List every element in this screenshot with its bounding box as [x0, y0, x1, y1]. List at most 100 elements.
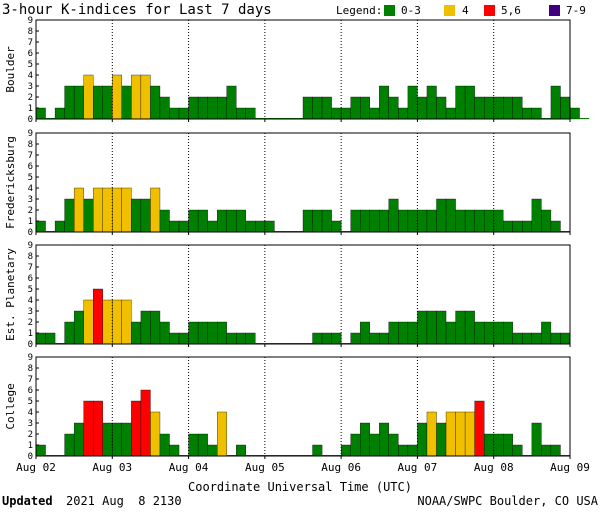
bar	[360, 96, 370, 120]
y-tick-label: 0	[28, 340, 33, 350]
bar	[131, 321, 142, 345]
legend-swatch-5-6	[484, 5, 495, 16]
bar	[407, 209, 418, 233]
chart-title: 3-hour K-indices for Last 7 days	[2, 2, 272, 18]
x-tick-label: Aug 06	[321, 461, 361, 474]
bar	[150, 310, 161, 345]
bar	[484, 209, 494, 233]
bar	[236, 332, 246, 345]
bar	[560, 332, 571, 345]
bar	[188, 96, 199, 120]
bar	[388, 433, 399, 457]
bar	[331, 107, 342, 120]
bar	[159, 433, 170, 457]
bar	[493, 433, 504, 457]
y-tick-label: 7	[28, 38, 33, 48]
y-tick-label: 1	[28, 441, 33, 451]
bar	[360, 321, 370, 345]
bar	[445, 321, 456, 345]
panel-label-college: College	[4, 383, 17, 429]
y-tick-label: 8	[28, 252, 33, 262]
x-tick-label: Aug 03	[92, 461, 132, 474]
bar	[464, 85, 475, 120]
bar	[217, 411, 227, 457]
bar	[445, 107, 456, 120]
bar	[169, 332, 180, 345]
bar	[493, 209, 504, 233]
bar	[207, 321, 218, 345]
bar	[474, 321, 485, 345]
legend-swatch-0-3	[384, 5, 395, 16]
bar	[150, 411, 161, 457]
bar	[531, 198, 542, 233]
bar	[398, 321, 409, 345]
bar	[350, 332, 361, 345]
bar	[360, 422, 370, 457]
bar	[426, 310, 437, 345]
y-tick-label: 9	[28, 16, 33, 26]
bar	[236, 107, 246, 120]
bar	[512, 220, 523, 233]
bar	[579, 118, 590, 119]
bar	[245, 107, 256, 120]
bar	[236, 444, 246, 457]
bar	[512, 96, 523, 120]
bar	[112, 299, 123, 345]
bar	[464, 310, 475, 345]
bar	[73, 310, 84, 345]
bar	[445, 198, 456, 233]
bar	[197, 321, 208, 345]
bar	[121, 422, 132, 457]
panel-label-boulder: Boulder	[4, 46, 17, 93]
bar	[340, 107, 351, 120]
bar	[245, 220, 256, 233]
bar	[522, 107, 533, 120]
bar	[102, 422, 113, 457]
bar	[64, 321, 75, 345]
panel-frame	[35, 132, 571, 233]
x-tick-label: Aug 02	[16, 461, 56, 474]
bar	[379, 85, 390, 120]
panel-frame	[35, 356, 571, 457]
y-tick-label: 5	[28, 397, 33, 407]
y-tick-label: 5	[28, 173, 33, 183]
y-tick-label: 3	[28, 82, 33, 92]
bar	[331, 220, 342, 233]
legend-label: Legend:	[336, 4, 382, 17]
bars-fredericksburg	[35, 187, 570, 233]
bar	[131, 74, 142, 120]
bar	[83, 400, 94, 457]
bar	[159, 321, 170, 345]
legend-text-5-6: 5,6	[501, 4, 521, 17]
y-tick-label: 8	[28, 27, 33, 37]
bar	[398, 209, 409, 233]
bar	[541, 321, 552, 345]
legend-swatch-7-9	[549, 5, 560, 16]
y-tick-label: 1	[28, 217, 33, 227]
bar	[112, 187, 123, 233]
bar	[312, 444, 323, 457]
bar	[188, 209, 199, 233]
bar	[379, 209, 390, 233]
bar	[455, 411, 466, 457]
y-tick-label: 6	[28, 49, 33, 59]
bar	[484, 96, 494, 120]
bar	[45, 332, 56, 345]
bar	[531, 107, 542, 120]
bar	[550, 444, 561, 457]
bar	[150, 187, 161, 233]
y-tick-label: 6	[28, 274, 33, 284]
bar	[484, 321, 494, 345]
bar	[417, 422, 428, 457]
bar	[436, 422, 447, 457]
bar	[360, 209, 370, 233]
bar	[169, 220, 180, 233]
bar	[512, 332, 523, 345]
bar	[83, 198, 94, 233]
bar	[217, 321, 227, 345]
bar	[312, 209, 323, 233]
bar	[169, 444, 180, 457]
y-tick-label: 2	[28, 93, 33, 103]
